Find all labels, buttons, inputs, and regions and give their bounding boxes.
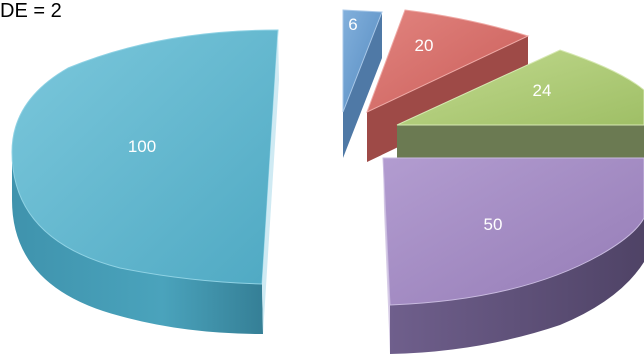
- slice-6-top: [342, 9, 383, 113]
- slice-100-cut-face: [262, 30, 279, 334]
- slice-50-top: [382, 157, 644, 306]
- slice-labels: 100 6 20 24 50: [128, 15, 552, 234]
- slice-label-6: 6: [348, 15, 357, 34]
- slice-50-cut-face: [383, 158, 390, 354]
- slice-20-top: [366, 9, 530, 113]
- slice-6-side: [343, 12, 382, 158]
- caption-text: DE = 2: [0, 0, 62, 22]
- slice-label-50: 50: [484, 215, 503, 234]
- slice-24-side: [397, 125, 644, 158]
- slice-100[interactable]: [11, 29, 279, 334]
- slice-label-24: 24: [533, 81, 552, 100]
- slice-50-side: [390, 218, 644, 354]
- slice-6[interactable]: [342, 9, 383, 158]
- slice-label-100: 100: [128, 137, 156, 156]
- slice-label-20: 20: [415, 36, 434, 55]
- slice-24[interactable]: [396, 49, 644, 158]
- slice-50[interactable]: [382, 157, 644, 354]
- slice-100-top: [11, 29, 279, 285]
- slice-100-side: [12, 152, 263, 334]
